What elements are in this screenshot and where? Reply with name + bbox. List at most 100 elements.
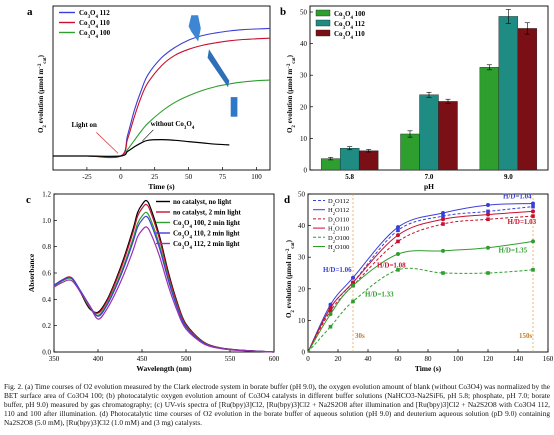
x-tick-label-a: 75 [219,173,227,181]
bar-1-1 [419,94,439,171]
x-tick-label-b: 9.0 [504,173,513,181]
bar-0-0 [320,158,341,171]
annotation-light-on: Light on [71,121,97,129]
data-point-d [531,209,535,214]
legend-label-b: Co3O4 100 [334,10,366,21]
data-point-d [328,305,333,310]
hd-ratio-label-5: H/D=1.33 [365,290,394,298]
data-point-d [486,212,490,217]
hd-ratio-label-3: H/D=1.06 [323,266,352,274]
series-line-d-4 [307,267,534,353]
data-point-d [351,275,355,280]
panel-label-a: a [27,6,33,18]
bar-0-2 [479,67,500,171]
y-tick-label-c: 1.2 [42,191,51,199]
legend-label-d: H2O100 [328,244,349,253]
x-tick-label-a: 0 [119,173,123,181]
x-tick-label-d: 0 [306,355,310,363]
x-axis-title-d: Time (s) [415,364,442,373]
x-tick-label-d: 100 [453,355,464,363]
panel-label-b: b [280,6,286,18]
legend-label-d: H2O110 [328,226,349,235]
data-point-d [531,214,535,218]
light-on-arrow [96,132,119,154]
data-point-d [441,271,445,275]
y-tick-label-d: 0 [302,349,306,357]
data-point-d [396,268,400,272]
y-tick-label-c: 0.4 [42,296,51,304]
y-tick-label-d: 30 [298,254,306,262]
legend-label-c: no catalyst, 2 min light [173,209,242,217]
x-tick-label-a: 100 [251,173,262,181]
legend-label-a: Co3O4 112 [79,9,110,20]
legend-swatch-b [315,9,331,17]
legend-label-d: D2O100 [328,235,349,244]
plot-frame-a [52,5,271,171]
legend-label-d: H2O112 [328,207,349,216]
bar-1-2 [498,16,519,171]
legend-label-c: no catalyst, no light [173,198,232,206]
y-tick-label-b: 10 [300,135,308,143]
x-tick-label-a: -25 [82,173,92,181]
y-tick-label-d: 20 [298,285,306,293]
x-tick-label-d: 140 [513,355,524,363]
data-point-d [531,204,535,209]
legend-label-d: D2O112 [328,198,349,207]
data-point-d [328,309,333,313]
legend-swatch-b [315,29,331,37]
spectrum-line-4 [53,226,275,353]
data-point-d [351,280,355,285]
x-tick-label-c: 600 [269,355,280,363]
data-point-d [441,210,445,215]
x-axis-title-b: pH [424,182,434,191]
x-tick-label-d: 60 [395,355,403,363]
time-marker-label: 30s [355,332,365,340]
legend-label-b: Co3O4 112 [334,20,365,31]
legend-label-b: Co3O4 110 [334,30,365,41]
spectrum-line-0 [53,199,275,353]
hd-ratio-label-0: H/D=1.04 [503,193,532,201]
series-line-a-3 [52,138,230,157]
x-tick-label-c: 400 [93,355,104,363]
bar-1-0 [339,147,360,171]
y-tick-label-b: 50 [300,9,308,17]
x-axis-title-a: Time (s) [148,182,175,191]
data-point-d [441,217,445,222]
rod-crystal-icon [207,49,230,88]
y-tick-label-b: 30 [300,72,308,80]
x-tick-label-b: 7.0 [425,173,434,181]
panel-d: d 0 20 40 60 80 100 120 140 160 0 10 20 30 40 50 Time (s… [284,191,554,374]
y-tick-label-c: 0.8 [42,243,51,251]
data-point-d [486,203,490,208]
data-point-d [486,245,490,250]
data-point-d [328,324,333,329]
panel-c: c 350 400 450 500 550 600 0.0 0.2 0.4 0.6 0.8 1.0 1.2… [26,191,280,374]
data-point-d [328,312,333,317]
y-tick-label-c: 0.2 [42,322,51,330]
panel-a: a -25 0 25 50 75 100 Time (s) O2 evolution (μmol… [27,5,271,191]
data-point-d [531,201,535,206]
data-point-d [396,252,400,257]
y-tick-label-b: 40 [300,40,308,48]
figure-caption: Fig. 2. (a) Time courses of O2 evolution… [4,382,550,428]
x-tick-label-c: 350 [49,355,60,363]
legend-label-a: Co3O4 100 [79,29,111,40]
bar-2-1 [438,101,458,171]
x-tick-label-d: 120 [483,355,494,363]
x-axis-title-c: Wavelength (nm) [136,364,192,373]
bar-2-0 [358,150,379,171]
y-tick-label-d: 40 [298,222,306,230]
y-axis-title-a: O2 evolution (μmol m−2cat) [37,54,48,133]
data-point-d [396,233,400,238]
y-axis-title-d: O2 evolution (μmol m−2cat) [285,239,296,318]
y-tick-label-b: 20 [300,103,308,111]
x-tick-label-d: 20 [335,355,343,363]
without-arrow [142,129,154,142]
spectrum-line-3 [53,215,275,353]
x-tick-label-b: 5.8 [345,173,354,181]
data-point-d [441,214,445,218]
data-point-d [351,299,355,304]
legend-label-c: Co3O4 100, 2 min light [173,219,241,230]
data-point-d [396,228,400,233]
